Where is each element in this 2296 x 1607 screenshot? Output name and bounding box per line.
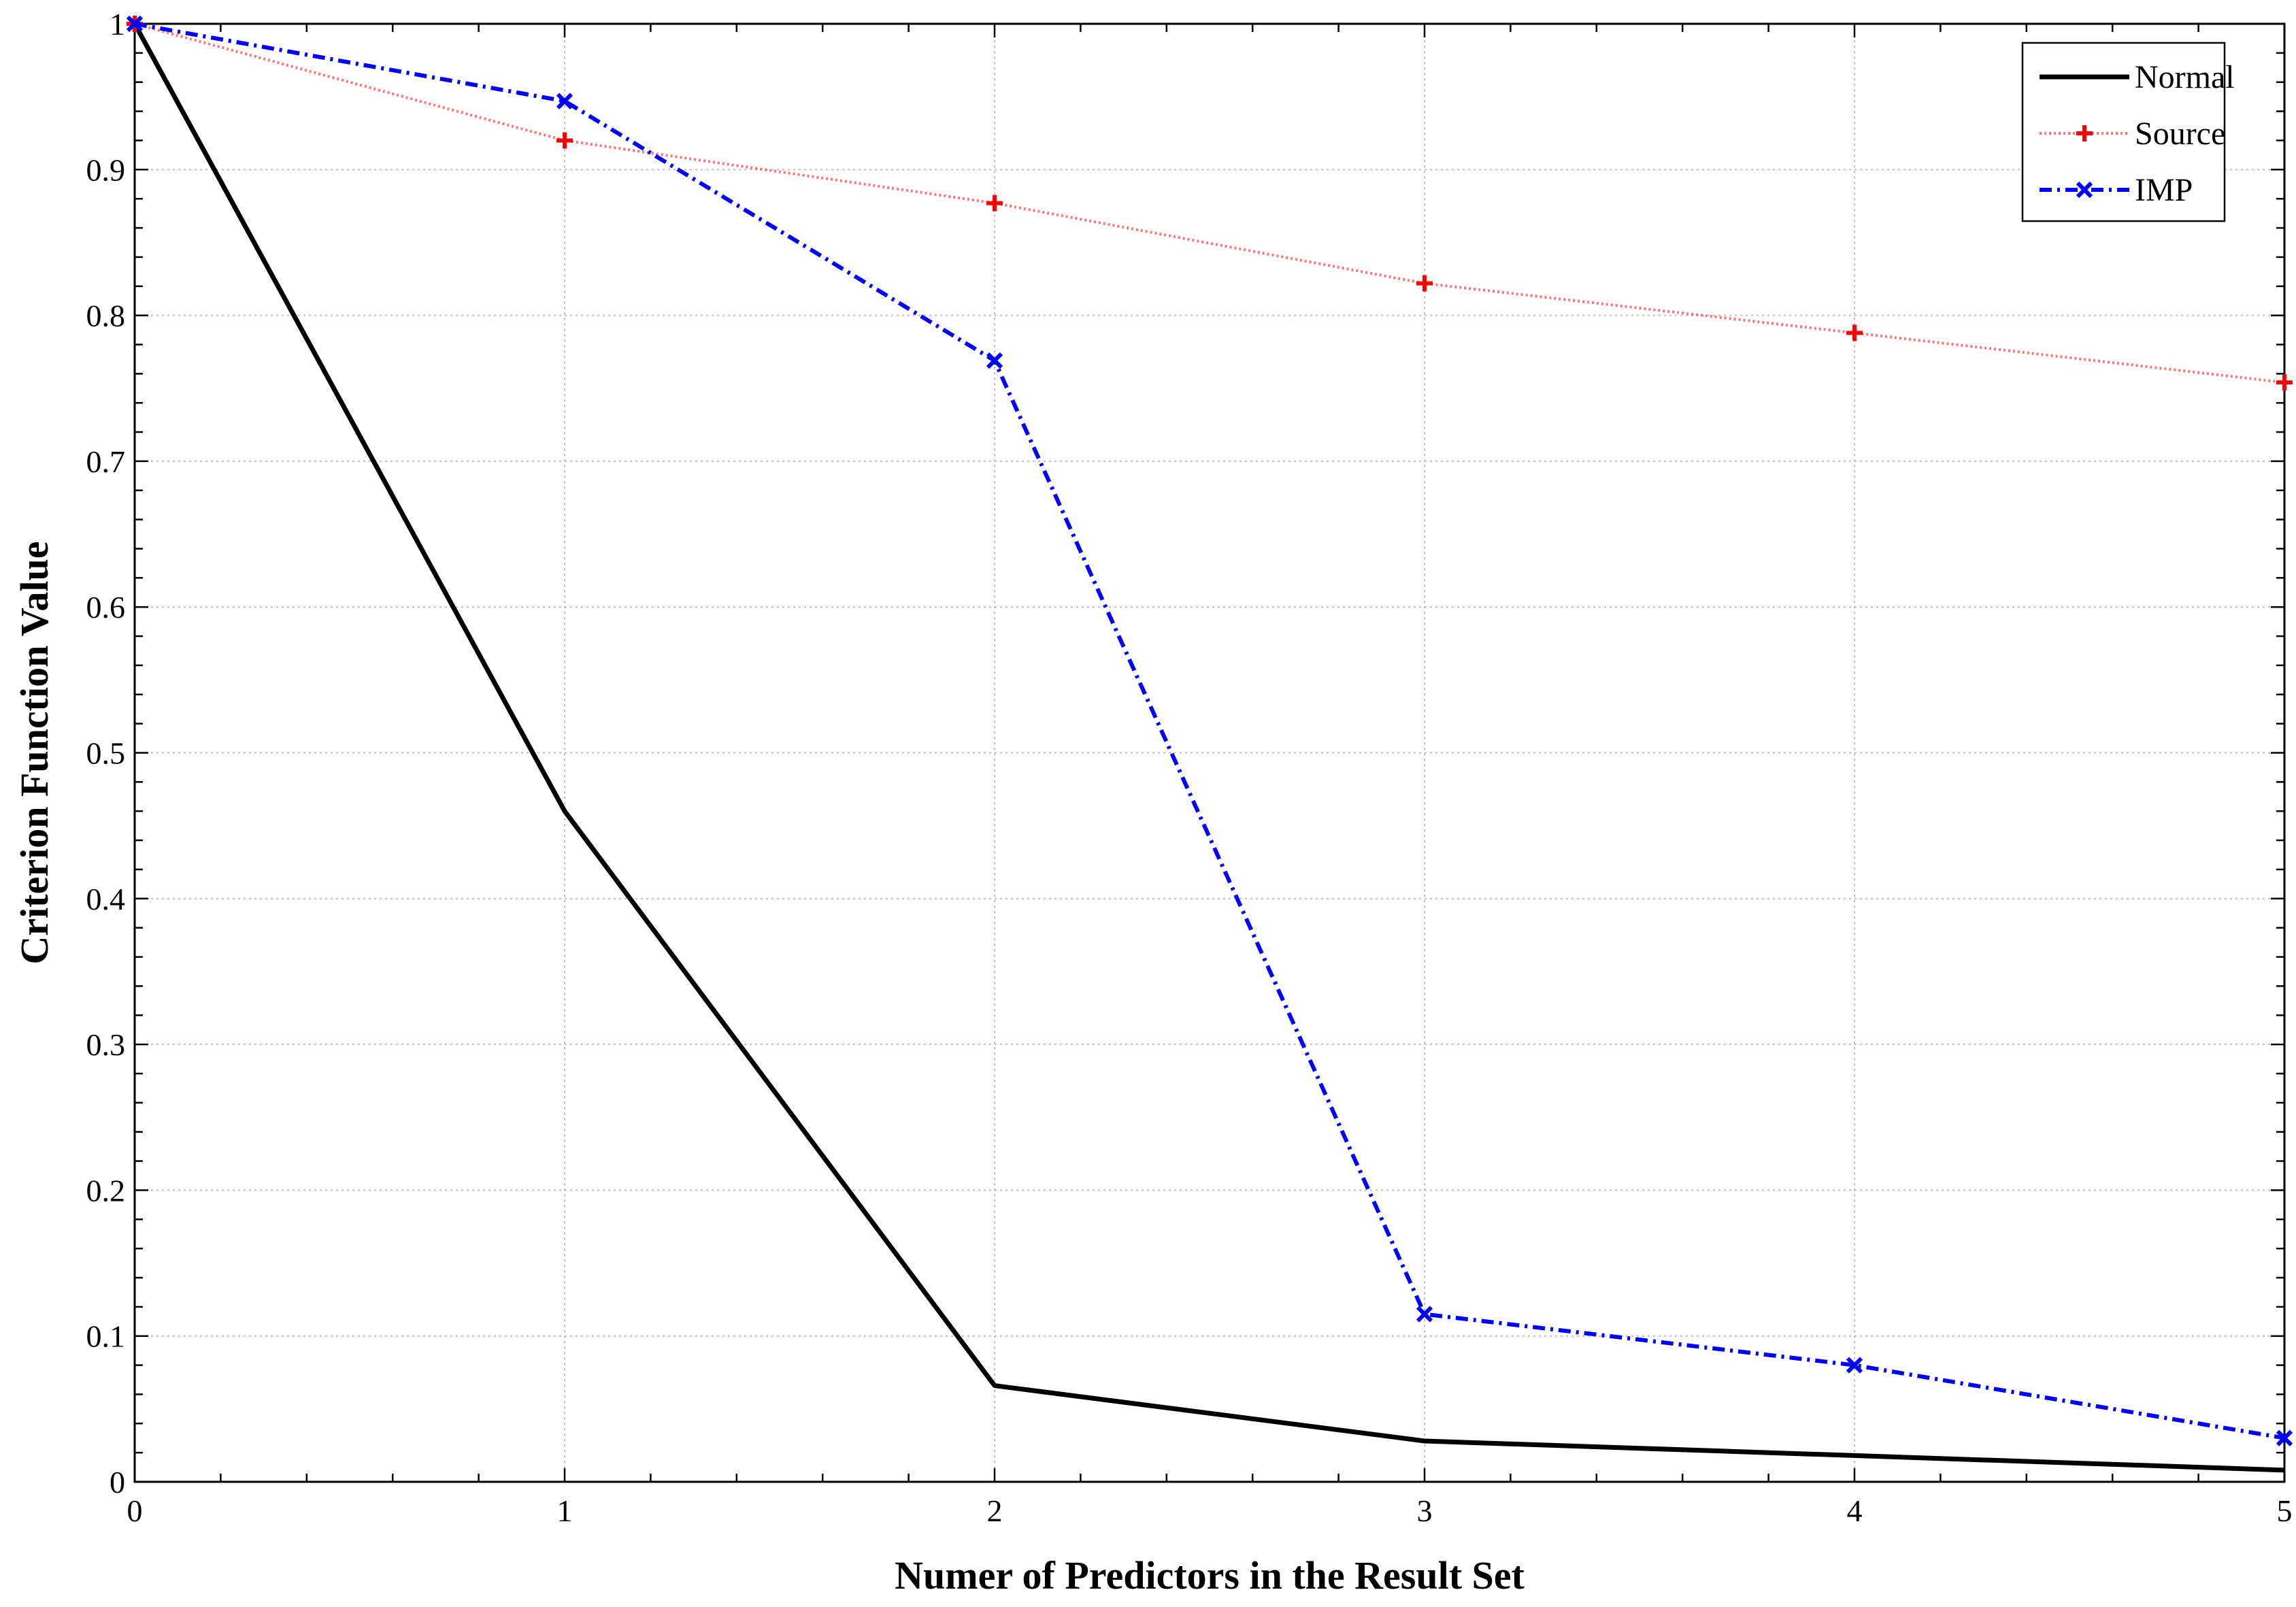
legend: Normal Source IMP	[2021, 42, 2235, 222]
x-tick-label: 1	[557, 1493, 573, 1528]
legend-marker	[2076, 181, 2093, 199]
x-tick-labels: 0 1 2 3 4 5	[127, 1493, 2293, 1528]
x-axis-label: Numer of Predictors in the Result Set	[895, 1553, 1525, 1597]
data-point-imp	[986, 352, 1003, 369]
x-tick-label: 4	[1847, 1493, 1863, 1528]
data-point-source	[556, 132, 573, 149]
y-tick-label: 1	[110, 7, 125, 42]
y-tick-label: 0.9	[86, 152, 126, 187]
legend-item-source: Source	[2040, 116, 2225, 152]
x-tick-label: 0	[127, 1493, 143, 1528]
legend-label: Normal	[2135, 59, 2235, 95]
series-line-source	[134, 22, 2285, 384]
data-point-imp	[556, 93, 573, 110]
x-tick-label: 3	[1417, 1493, 1433, 1528]
data-point-source	[1416, 275, 1433, 292]
data-point-source	[986, 195, 1003, 212]
series-line-normal	[132, 22, 2285, 1473]
y-tick-label: 0.1	[86, 1319, 126, 1354]
plot-area	[133, 22, 2286, 1483]
data-point-source	[1846, 325, 1863, 342]
data-point-imp	[2276, 1429, 2293, 1446]
series-line-imp	[134, 22, 2285, 1440]
legend-label: Source	[2135, 116, 2225, 152]
series-group	[126, 15, 2293, 1473]
y-tick-label: 0.4	[86, 882, 126, 916]
x-tick-label: 5	[2277, 1493, 2293, 1528]
y-tick-label: 0.8	[86, 299, 126, 333]
legend-item-imp: IMP	[2040, 172, 2193, 208]
data-point-source	[2276, 374, 2293, 391]
y-tick-labels: 0 0.1 0.2 0.3 0.4 0.5 0.6 0.7 0.8 0.9 1	[86, 7, 126, 1500]
y-tick-label: 0	[110, 1465, 125, 1500]
y-axis-label: Criterion Function Value	[12, 542, 56, 965]
data-point-imp	[1416, 1306, 1433, 1323]
grid-lines	[135, 24, 2284, 1482]
legend-item-normal: Normal	[2040, 59, 2235, 95]
y-tick-label: 0.2	[86, 1173, 126, 1208]
legend-label: IMP	[2135, 172, 2193, 208]
data-point-imp	[126, 15, 144, 33]
axis-ticks	[133, 22, 2286, 1483]
data-point-imp	[1846, 1357, 1863, 1374]
y-tick-label: 0.6	[86, 590, 126, 625]
legend-marker	[2076, 125, 2093, 142]
y-tick-label: 0.7	[86, 444, 126, 479]
x-tick-label: 2	[987, 1493, 1003, 1528]
y-tick-label: 0.3	[86, 1027, 126, 1062]
y-tick-label: 0.5	[86, 736, 126, 771]
